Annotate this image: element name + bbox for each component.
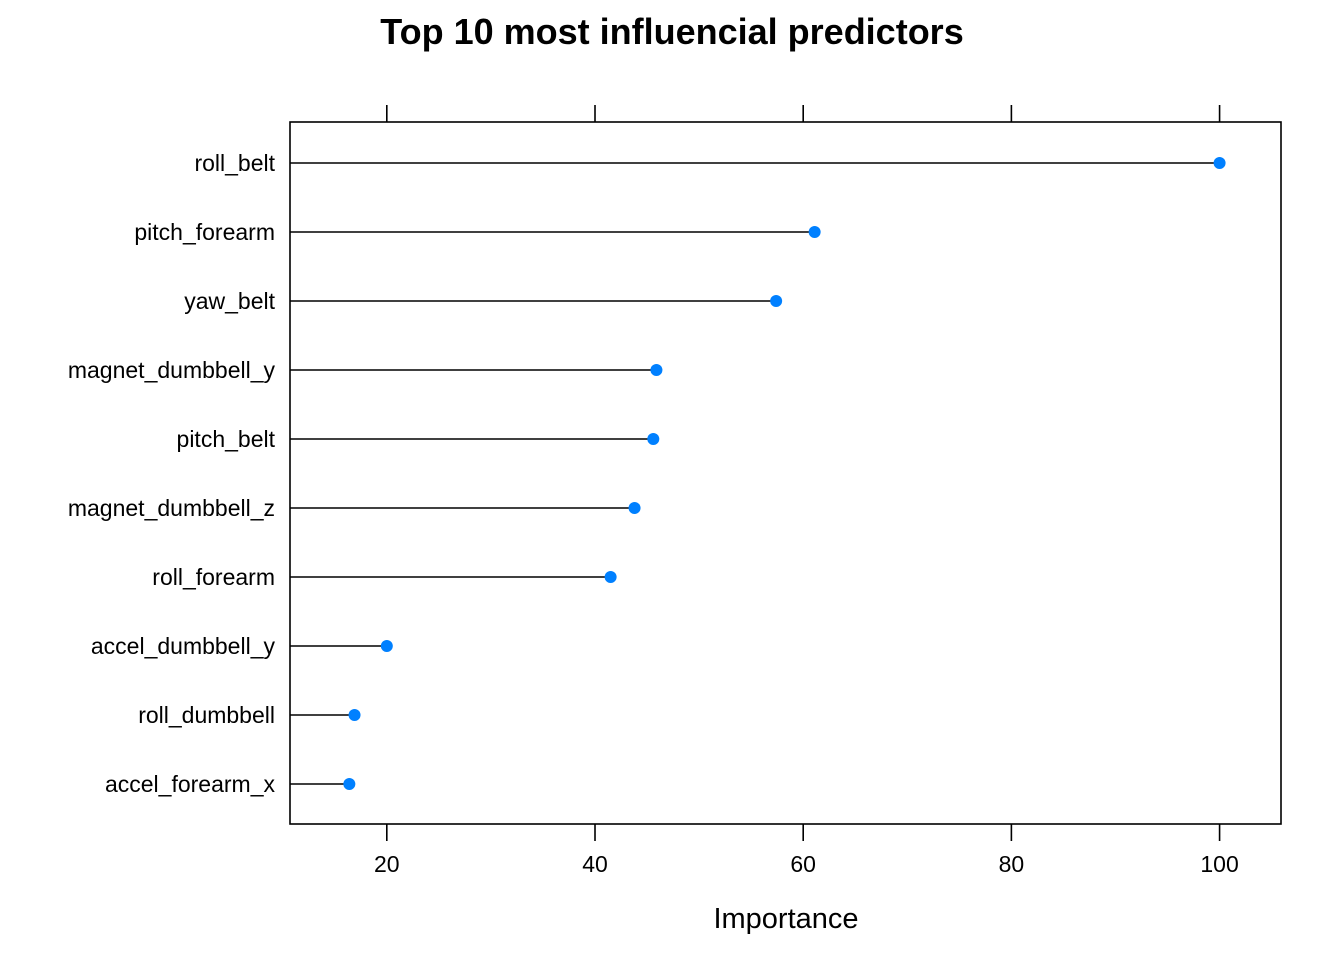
data-point <box>1213 157 1226 169</box>
y-tick-label: accel_forearm_x <box>105 771 276 797</box>
y-tick-label: magnet_dumbbell_z <box>68 495 275 521</box>
data-point <box>380 640 393 652</box>
y-tick-label: pitch_forearm <box>134 219 275 245</box>
y-tick-label: yaw_belt <box>184 288 275 314</box>
y-tick-label: roll_belt <box>194 150 275 176</box>
x-tick-label: 60 <box>790 851 816 877</box>
x-tick-label: 20 <box>374 851 400 877</box>
top-axis-ticks <box>386 105 1221 122</box>
y-axis-labels: roll_belt pitch_forearm yaw_belt magnet_dum… <box>68 150 276 797</box>
data-point <box>628 502 641 514</box>
plot-frame <box>289 121 1282 825</box>
y-tick-label: roll_forearm <box>152 564 275 590</box>
data-point <box>770 295 783 307</box>
chart-title: Top 10 most influencial predictors <box>380 11 963 52</box>
lollipop-lines <box>290 162 1220 785</box>
data-point <box>650 364 663 376</box>
x-axis-label: Importance <box>713 903 858 935</box>
x-tick-label: 100 <box>1200 851 1238 877</box>
data-point <box>343 778 356 790</box>
data-points <box>343 157 1226 790</box>
y-tick-label: pitch_belt <box>177 426 276 452</box>
data-point <box>808 226 821 238</box>
x-tick-label: 40 <box>582 851 608 877</box>
data-point <box>604 571 617 583</box>
y-tick-label: roll_dumbbell <box>138 702 275 728</box>
bottom-axis: 20 40 60 80 100 <box>374 824 1239 877</box>
data-point <box>348 709 361 721</box>
x-tick-label: 80 <box>999 851 1025 877</box>
data-point <box>647 433 660 445</box>
y-tick-label: accel_dumbbell_y <box>91 633 276 659</box>
y-tick-label: magnet_dumbbell_y <box>68 357 276 383</box>
